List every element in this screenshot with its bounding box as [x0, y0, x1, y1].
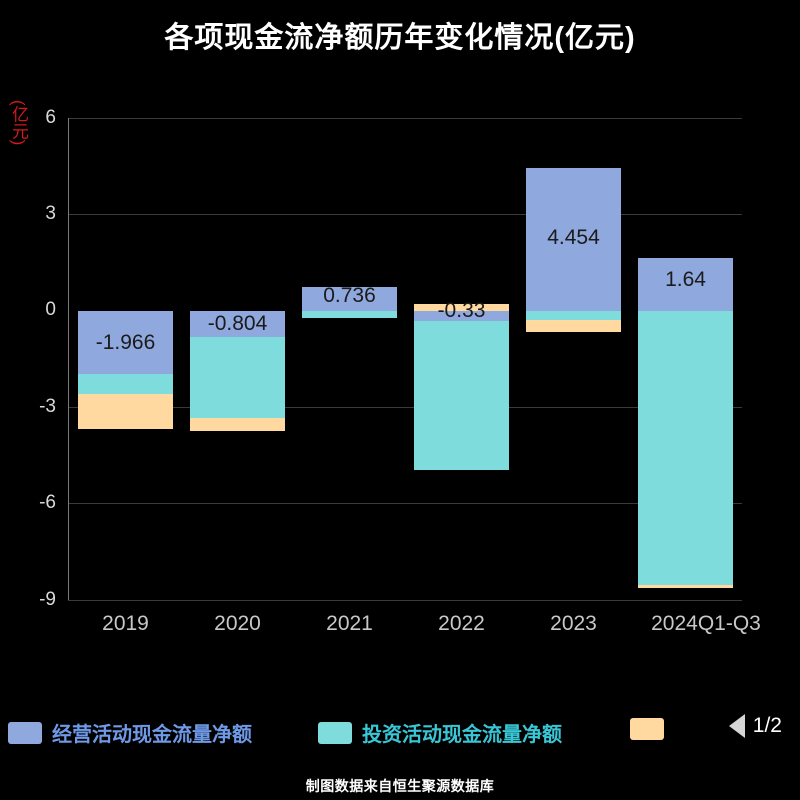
- legend-swatch-investing: [318, 721, 352, 744]
- page-title: 各项现金流净额历年变化情况(亿元): [164, 22, 636, 54]
- bar-2024-financing: [638, 584, 733, 589]
- bar-2020-financing: [190, 417, 285, 432]
- y-tick--3: -3: [39, 396, 56, 417]
- bar-2023-investing: [526, 310, 621, 320]
- footer-note: 制图数据来自恒生聚源数据库: [305, 778, 495, 794]
- x-tick-2024q1q3: 2024Q1-Q3: [651, 612, 761, 635]
- pager-text: 1/2: [752, 714, 782, 737]
- bar-2022-investing: [414, 321, 509, 471]
- x-tick-2023: 2023: [550, 612, 597, 635]
- bar-2019-operating: [78, 310, 173, 374]
- legend-label-operating: 经营活动现金流量净额: [52, 724, 252, 746]
- legend-swatch-financing: [630, 718, 664, 740]
- bar-2024-operating: [638, 258, 733, 311]
- bar-2023-financing: [526, 319, 621, 333]
- bar-2019-investing: [78, 374, 173, 394]
- value-label-2022: -0.33: [437, 299, 486, 322]
- gridline--9: [68, 600, 742, 601]
- chart-plot-area: -1.966 -0.804 0.736 -0.33 4.454 1.64: [68, 118, 742, 601]
- y-axis-label: (亿元): [9, 100, 28, 146]
- bar-2020-operating: [190, 310, 285, 337]
- value-label-2021: 0.736: [323, 284, 376, 307]
- x-tick-2022: 2022: [438, 612, 485, 635]
- y-tick--6: -6: [39, 492, 56, 513]
- value-label-2023: 4.454: [547, 226, 600, 249]
- triangle-left-icon[interactable]: [728, 714, 745, 738]
- gridline-3: [68, 214, 742, 215]
- bar-2019-financing: [78, 393, 173, 430]
- x-tick-2020: 2020: [214, 612, 261, 635]
- bar-2020-investing: [190, 336, 285, 418]
- y-tick--9: -9: [39, 589, 56, 610]
- legend-item-operating[interactable]: 经营活动现金流量净额: [8, 718, 252, 747]
- bar-2021-investing: [302, 310, 397, 318]
- gridline-6: [68, 118, 742, 119]
- bar-2023-operating: [526, 167, 621, 311]
- gridline--6: [68, 503, 742, 504]
- bar-2024-investing: [638, 310, 733, 585]
- pager[interactable]: 1/2: [728, 714, 782, 738]
- bar-2021-operating: [302, 287, 397, 311]
- legend-item-investing[interactable]: 投资活动现金流量净额: [318, 718, 562, 747]
- x-tick-2019: 2019: [102, 612, 149, 635]
- x-tick-2021: 2021: [326, 612, 373, 635]
- value-label-2020: -0.804: [207, 312, 268, 335]
- legend-swatch-operating: [8, 721, 42, 744]
- y-tick-6: 6: [45, 107, 56, 128]
- value-label-2024: 1.64: [665, 268, 706, 291]
- legend-label-investing: 投资活动现金流量净额: [362, 724, 562, 746]
- chart-legend: 经营活动现金流量净额 投资活动现金流量净额: [0, 706, 800, 754]
- y-axis-line: [68, 118, 69, 600]
- bar-2022-financing: [414, 304, 509, 311]
- gridline--3: [68, 407, 742, 408]
- value-label-2019: -1.966: [95, 331, 156, 354]
- y-tick-3: 3: [45, 203, 56, 224]
- legend-item-financing[interactable]: [630, 718, 674, 740]
- bar-2022-operating: [414, 310, 509, 322]
- y-tick-0: 0: [45, 299, 56, 320]
